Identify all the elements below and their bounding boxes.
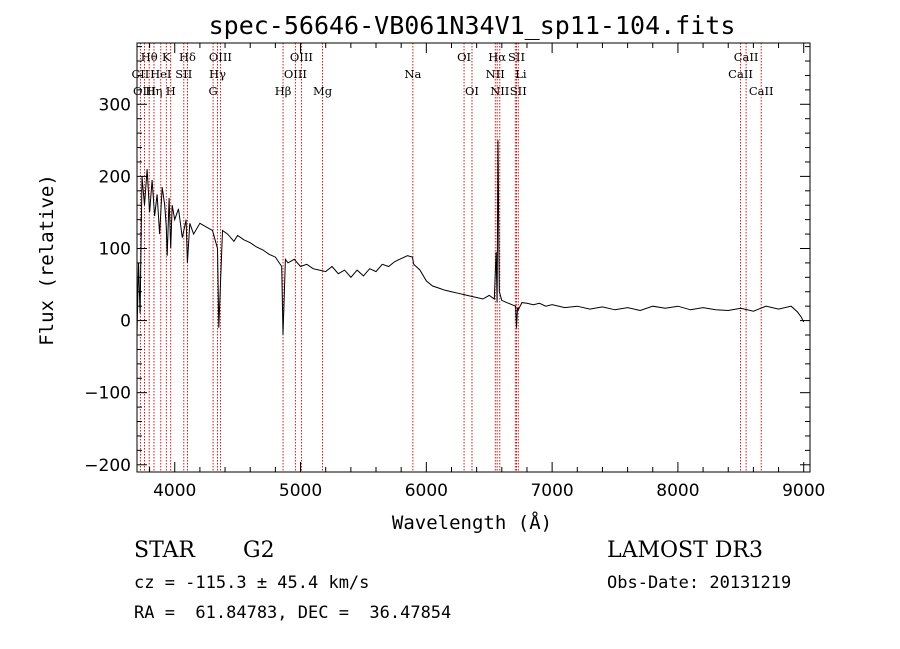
emission-line-label: Li: [515, 67, 527, 81]
y-tick-label: −100: [84, 384, 131, 404]
observation-date: Obs-Date: 20131219: [607, 573, 792, 593]
emission-line-label: OIII: [209, 50, 232, 64]
survey-name: LAMOST DR3: [607, 538, 763, 563]
emission-line-label: OIII: [133, 84, 156, 98]
emission-line-label: OIII: [284, 67, 307, 81]
y-tick-label: 300: [99, 95, 131, 115]
plot-frame: [136, 42, 811, 473]
y-tick-label: −200: [84, 456, 131, 476]
emission-line-label: OI: [457, 50, 471, 64]
emission-line-label: K: [162, 50, 171, 64]
emission-line-label: Hθ: [141, 50, 158, 64]
emission-line-label: G: [209, 84, 218, 98]
y-tick-label: 200: [99, 167, 131, 187]
sky-coordinates: RA = 61.84783, DEC = 36.47854: [134, 603, 452, 623]
x-tick-label: 6000: [405, 481, 448, 501]
y-tick-label: 0: [120, 312, 131, 332]
spectral-subclass: G2: [243, 538, 275, 563]
emission-line-label: HeI: [150, 67, 171, 81]
object-class: STAR: [134, 538, 195, 563]
x-tick-label: 4000: [153, 481, 196, 501]
emission-line-label: Hγ: [209, 67, 226, 81]
emission-line-label: CII: [131, 67, 149, 81]
emission-line-label: SII: [175, 67, 192, 81]
redshift-value: cz = -115.3 ± 45.4 km/s: [134, 573, 370, 593]
emission-line-label: CaII: [749, 84, 774, 98]
emission-line-label: Hα: [488, 50, 506, 64]
x-tick-label: 5000: [279, 481, 322, 501]
spectrum-series-line: [136, 140, 805, 336]
emission-line-label: SII: [510, 84, 527, 98]
emission-line-label: Hβ: [275, 84, 292, 98]
emission-line-label: NII: [490, 84, 509, 98]
chart-title: spec-56646-VB061N34V1_sp11-104.fits: [209, 11, 736, 40]
emission-line-label: H: [166, 84, 176, 98]
emission-line-label: CaII: [734, 50, 759, 64]
emission-line-label: Hδ: [179, 50, 196, 64]
x-tick-label: 7000: [530, 481, 573, 501]
x-axis-label: Wavelength (Å): [392, 511, 552, 534]
emission-line-label: OI: [465, 84, 479, 98]
emission-line-markers: [139, 43, 762, 472]
emission-line-labels: CII OIII Hθ Hη HeI K H SII Hδ OIII Hγ G Hβ OIII OIII Mg…: [131, 50, 773, 98]
y-axis-label: Flux (relative): [36, 174, 58, 346]
emission-line-label: CaII: [728, 67, 753, 81]
emission-line-label: NII: [486, 67, 505, 81]
emission-line-label: SII: [508, 50, 525, 64]
emission-line-label: Hη: [146, 84, 163, 98]
y-tick-label: 100: [99, 239, 131, 259]
x-tick-label: 8000: [656, 481, 699, 501]
emission-line-label: Na: [404, 67, 421, 81]
axis-ticks: 4000 5000 6000 7000 8000 9000 −200 −100 0 100 200 3…: [84, 43, 825, 501]
emission-line-label: Mg: [313, 84, 333, 98]
x-tick-label: 9000: [782, 481, 825, 501]
emission-line-label: OIII: [290, 50, 313, 64]
